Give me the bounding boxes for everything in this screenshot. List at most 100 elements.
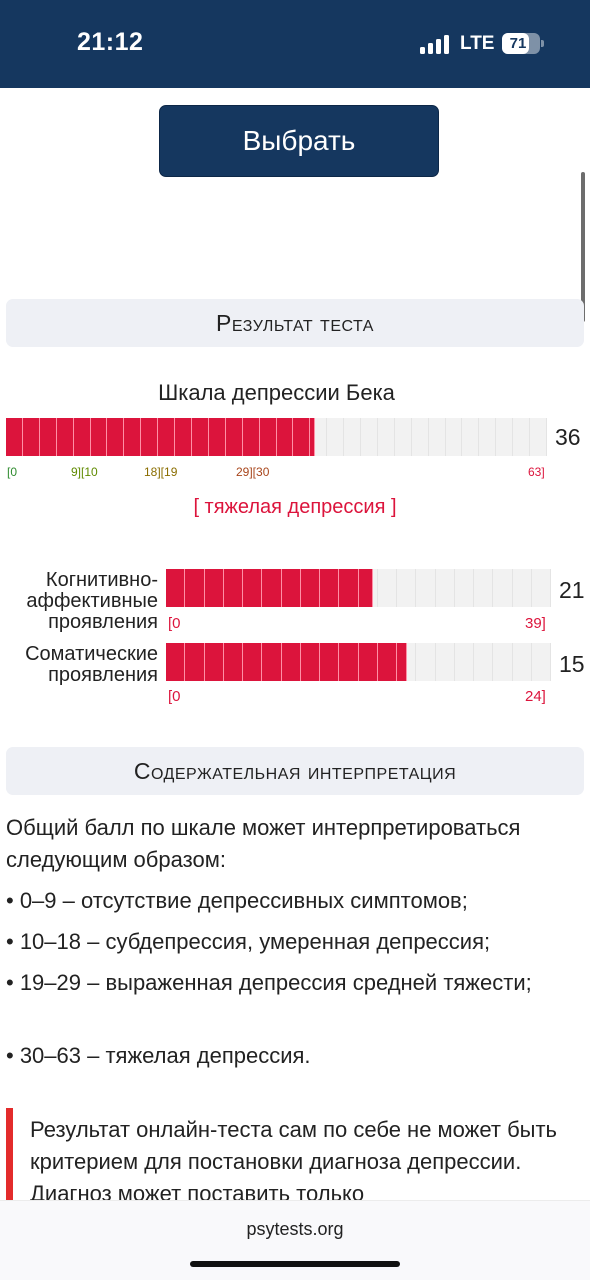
status-time: 21:12 [77, 28, 144, 56]
bar-segment [259, 418, 277, 456]
bar-segment [493, 643, 513, 681]
status-bar: 21:12 LTE 71 [0, 0, 590, 88]
tick-label-63: 63] [528, 465, 545, 479]
bar-segment [315, 418, 328, 456]
cognitive-range-min: [0 [168, 615, 181, 632]
signal-strength-icon [420, 34, 450, 54]
bar-segment [90, 418, 108, 456]
bar-segment [479, 418, 497, 456]
bar-segment [242, 418, 260, 456]
interpretation-section-header: Содержательная интерпретация [6, 747, 584, 795]
bar-segment [262, 643, 282, 681]
bar-segment [361, 418, 378, 456]
bar-segment [416, 643, 436, 681]
bar-segment [436, 643, 455, 681]
bar-segment [262, 569, 282, 607]
browser-footer: psytests.org [0, 1200, 590, 1280]
bar-segment [436, 569, 455, 607]
bar-segment [532, 569, 551, 607]
bar-segment [300, 643, 320, 681]
bar-segment [243, 643, 263, 681]
interpretation-item: • 19–29 – выраженная депрессия средней т… [6, 970, 532, 995]
bar-segment [166, 569, 186, 607]
bar-segment [397, 569, 417, 607]
bar-segment [208, 418, 226, 456]
interpretation-item: • 30–63 – тяжелая депрессия. [6, 1043, 311, 1068]
bar-segment [191, 418, 209, 456]
total-score: 36 [555, 424, 581, 450]
bar-segment [276, 418, 294, 456]
bar-segment [293, 418, 311, 456]
severity-level: [ тяжелая депрессия ] [193, 496, 397, 518]
battery-level: 71 [509, 35, 527, 52]
bar-segment [446, 418, 463, 456]
bar-segment [344, 418, 362, 456]
total-score-bar [6, 418, 547, 456]
bar-segment [39, 418, 57, 456]
bar-segment [124, 418, 142, 456]
bar-segment [455, 643, 474, 681]
home-indicator[interactable] [190, 1261, 400, 1267]
bar-segment [243, 569, 263, 607]
bar-segment [378, 418, 395, 456]
bar-segment [462, 418, 480, 456]
disclaimer-note: Результат онлайн-теста сам по себе не мо… [6, 1108, 584, 1204]
bar-segment [185, 643, 205, 681]
bar-segment [339, 569, 359, 607]
scroll-indicator[interactable] [581, 172, 585, 322]
bar-segment [204, 569, 224, 607]
somatic-score-bar [166, 643, 551, 681]
bar-segment [474, 643, 494, 681]
subscale-label-cognitive: Когнитивно-аффективные проявления [26, 569, 158, 633]
interpretation-intro: Общий балл по шкале может интерпретирова… [6, 815, 521, 872]
site-url[interactable]: psytests.org [246, 1219, 344, 1239]
bar-segment [310, 418, 316, 456]
select-button[interactable]: Выбрать [159, 105, 439, 177]
bar-segment [429, 418, 446, 456]
interpretation-item: • 10–18 – субдепрессия, умеренная депрес… [6, 929, 491, 954]
bar-segment [175, 418, 192, 456]
bar-segment [225, 418, 243, 456]
somatic-range-max: 24] [525, 688, 546, 705]
bar-segment [530, 418, 547, 456]
bar-segment [496, 418, 514, 456]
bar-segment [378, 569, 397, 607]
bar-segment [397, 643, 407, 681]
tick-label-18-19: 18][19 [144, 465, 178, 479]
bar-segment [377, 643, 397, 681]
tick-label-9-10: 9][10 [71, 465, 98, 479]
somatic-range-min: [0 [168, 688, 181, 705]
bar-segment [373, 569, 378, 607]
cognitive-range-max: 39] [525, 615, 546, 632]
battery-icon: 71 [502, 33, 540, 54]
battery-tip [541, 40, 544, 47]
bar-segment [407, 643, 417, 681]
bar-segment [223, 643, 243, 681]
bar-segment [358, 643, 378, 681]
bar-segment [223, 569, 243, 607]
bar-segment [513, 418, 531, 456]
bar-segment [141, 418, 159, 456]
bar-segment [513, 643, 532, 681]
bar-segment [327, 418, 345, 456]
bar-segment [412, 418, 429, 456]
bar-segment [416, 569, 436, 607]
cognitive-score: 21 [559, 577, 585, 603]
bar-segment [281, 569, 301, 607]
bar-segment [358, 569, 374, 607]
bar-segment [6, 418, 23, 456]
bar-segment [73, 418, 91, 456]
cognitive-score-bar [166, 569, 551, 607]
bar-segment [166, 643, 186, 681]
interpretation-item: • 0–9 – отсутствие депрессивных симптомо… [6, 888, 468, 913]
bar-segment [339, 643, 359, 681]
bar-segment [56, 418, 74, 456]
bar-segment [320, 643, 340, 681]
tick-label-29-30: 29][30 [236, 465, 270, 479]
tick-label-0: [0 [7, 465, 18, 479]
network-type: LTE [460, 33, 495, 54]
bar-segment [158, 418, 176, 456]
bar-segment [513, 569, 532, 607]
bar-segment [395, 418, 412, 456]
bar-segment [493, 569, 513, 607]
